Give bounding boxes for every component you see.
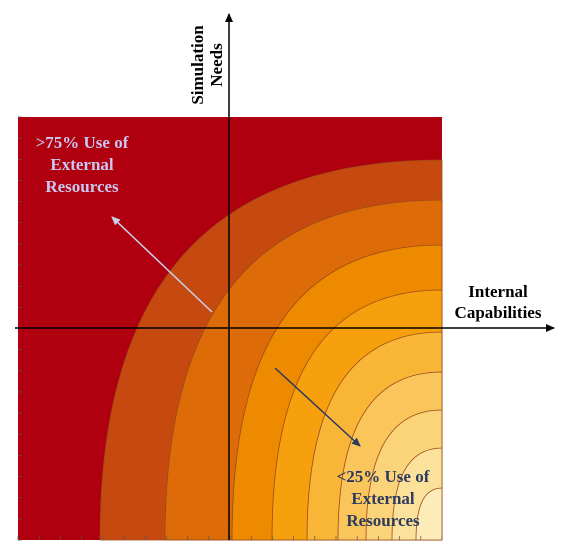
y-axis-label: Simulation	[188, 25, 207, 105]
y-axis-label: Needs	[207, 43, 226, 87]
x-axis-label: Capabilities	[455, 303, 542, 322]
annotation: <25% Use of	[337, 467, 430, 486]
arrow	[274, 367, 361, 447]
annotation: Resources	[45, 177, 119, 196]
contour-band	[415, 487, 443, 541]
x-axis-label: Internal	[468, 282, 528, 301]
arrow	[111, 216, 213, 313]
annotation: External	[50, 155, 114, 174]
annotation: External	[351, 489, 415, 508]
annotation: >75% Use of	[36, 133, 129, 152]
annotation: Resources	[346, 511, 420, 530]
